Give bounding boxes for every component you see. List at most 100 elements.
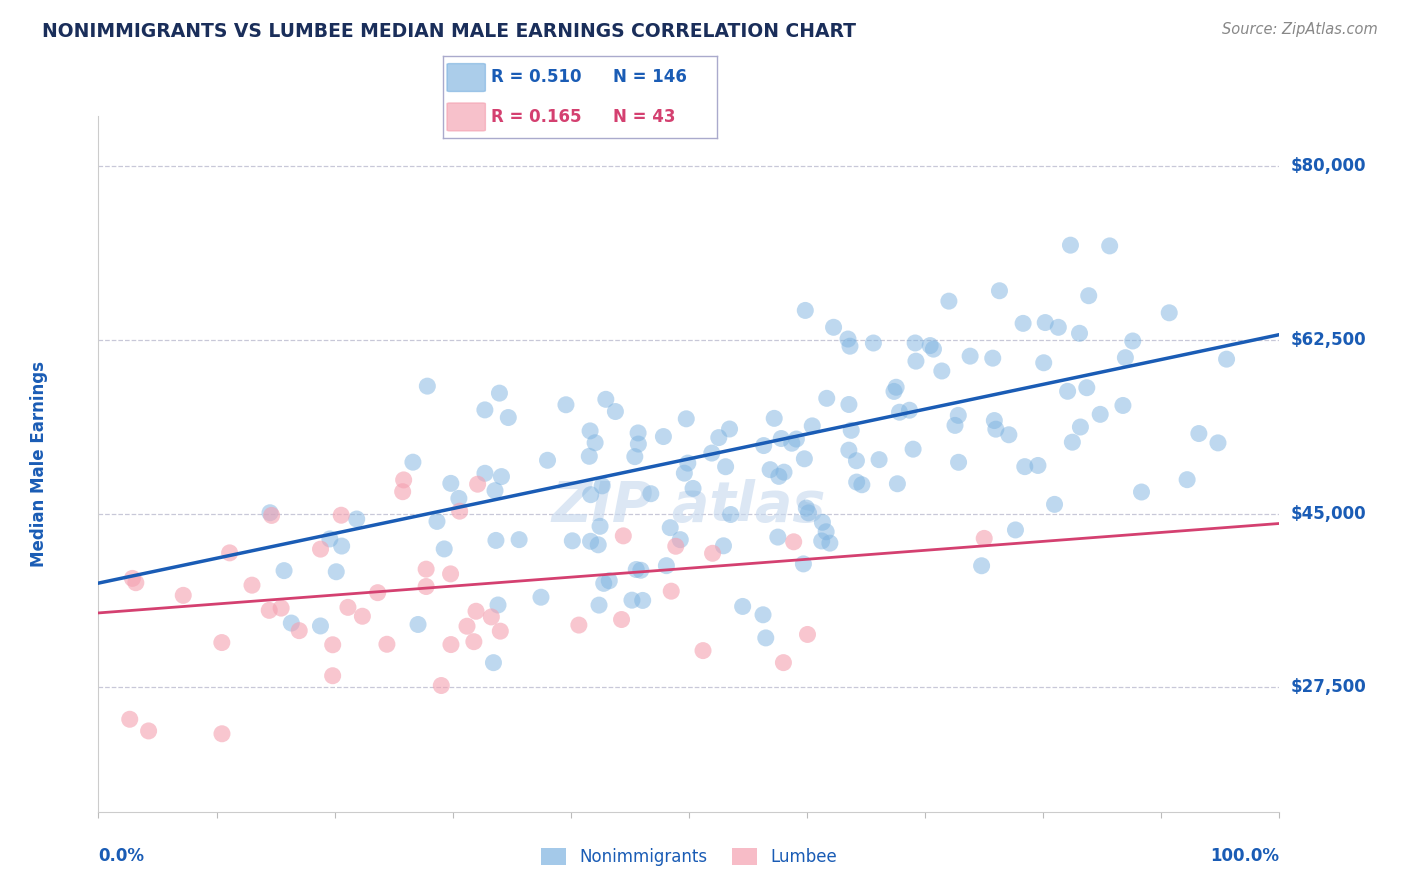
Point [718,422,741,436]
Point [904,336,927,351]
Point [482,656,505,670]
Point [801,418,824,433]
Point [970,558,993,573]
Point [702,546,724,560]
Point [759,463,782,477]
Point [811,516,834,530]
Point [336,600,359,615]
Point [211,727,233,741]
Point [612,529,634,543]
Point [692,643,714,657]
Point [752,439,775,453]
Point [752,607,775,622]
Point [1112,399,1135,413]
Point [943,418,966,433]
FancyBboxPatch shape [447,103,485,131]
Point [1188,426,1211,441]
Point [665,539,688,553]
Point [901,442,924,457]
Point [838,443,860,458]
Point [755,631,778,645]
Point [938,294,960,309]
Point [591,479,613,493]
Point [707,431,730,445]
Point [1069,420,1091,434]
Point [322,638,344,652]
Point [794,501,817,516]
Point [138,723,160,738]
Point [172,588,194,602]
Point [720,508,742,522]
Point [793,451,815,466]
Point [845,454,868,468]
Point [259,506,281,520]
Point [630,563,652,577]
Point [1175,473,1198,487]
Point [486,598,509,612]
Point [815,392,838,406]
Point [415,580,437,594]
Point [862,336,884,351]
Point [673,466,696,480]
Point [823,320,845,334]
Point [884,380,907,394]
Point [624,450,647,464]
Point [659,521,682,535]
Point [498,410,520,425]
Point [868,452,890,467]
Point [595,392,617,407]
Point [675,412,697,426]
Point [1206,435,1229,450]
Point [592,576,614,591]
Point [579,534,602,549]
Point [325,565,347,579]
Point [1004,523,1026,537]
Point [474,403,496,417]
Point [898,403,921,417]
Point [682,482,704,496]
Point [713,539,735,553]
Point [467,477,489,491]
Point [586,538,609,552]
Point [257,603,280,617]
Point [322,669,344,683]
Point [485,533,508,548]
Text: ZIP atlas: ZIP atlas [551,479,827,533]
Point [456,619,478,633]
Point [810,533,832,548]
Point [555,398,578,412]
Point [579,424,602,438]
Point [479,610,502,624]
Point [904,354,927,368]
Point [319,532,342,546]
Point [792,557,814,571]
Point [948,409,970,423]
Point [1098,239,1121,253]
Point [626,562,648,576]
Text: $45,000: $45,000 [1291,505,1367,523]
Point [1215,352,1237,367]
Point [627,425,650,440]
Point [797,506,820,520]
Text: $62,500: $62,500 [1291,331,1367,349]
Point [640,486,662,500]
Point [392,473,415,487]
Point [815,524,838,539]
Point [845,475,868,489]
Legend: Nonimmigrants, Lumbee: Nonimmigrants, Lumbee [534,841,844,873]
Point [426,515,449,529]
Point [772,656,794,670]
Point [474,467,496,481]
Point [508,533,530,547]
Point [785,432,807,446]
Point [430,679,453,693]
Point [1159,306,1181,320]
Text: Source: ZipAtlas.com: Source: ZipAtlas.com [1222,22,1378,37]
Point [780,436,803,450]
Point [465,604,488,618]
Point [1032,356,1054,370]
Point [579,488,602,502]
Point [447,491,470,506]
Point [288,624,311,638]
Point [773,465,796,479]
